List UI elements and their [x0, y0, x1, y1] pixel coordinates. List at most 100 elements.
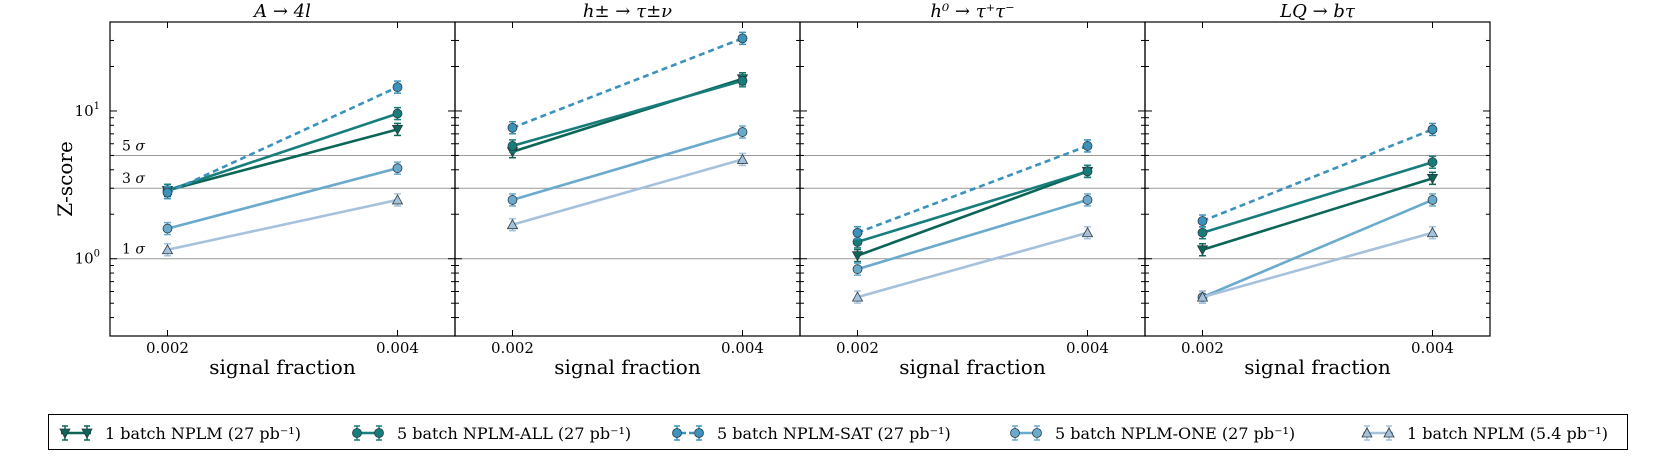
sigma-label-1: 1 σ	[122, 242, 145, 258]
x-tick-label: 0.002	[1181, 339, 1224, 357]
legend-marker-5	[1361, 425, 1395, 441]
legend-label-3: 5 batch NPLM-SAT (27 pb⁻¹)	[717, 423, 951, 443]
series-line	[167, 198, 398, 252]
x-axis-label: signal fraction	[554, 355, 701, 379]
series-4	[1197, 193, 1438, 304]
series-4	[162, 161, 403, 236]
x-tick-label: 0.002	[491, 339, 534, 357]
series-5	[506, 152, 749, 232]
legend-label-2: 5 batch NPLM-ALL (27 pb⁻¹)	[397, 423, 632, 443]
data-point	[851, 291, 864, 302]
legend-marker-2	[352, 425, 384, 441]
series-line	[1202, 231, 1433, 299]
series-line	[167, 166, 398, 230]
panel-1: 0.002 0.004 A → 4l signal fraction	[109, 1, 456, 379]
legend-item-3: 5 batch NPLM-SAT (27 pb⁻¹)	[669, 415, 951, 451]
panel-4: 0.002 0.004 LQ → bτ signal fraction	[1144, 1, 1491, 379]
legend-point	[352, 428, 362, 438]
data-point	[507, 141, 518, 151]
legend-marker-4	[1010, 425, 1042, 441]
series-5	[161, 193, 404, 257]
data-point	[1197, 216, 1208, 226]
legend-point	[1032, 428, 1042, 438]
data-point	[1197, 227, 1208, 238]
data-point	[1427, 157, 1438, 168]
series-line	[167, 128, 398, 192]
panel-frame	[1144, 21, 1491, 337]
data-point	[162, 187, 173, 198]
data-point	[1427, 195, 1438, 205]
data-point	[392, 82, 403, 93]
series-line	[1202, 160, 1433, 234]
legend-item-2: 5 batch NPLM-ALL (27 pb⁻¹)	[349, 415, 631, 451]
series-4	[852, 193, 1093, 276]
data-point	[1081, 226, 1094, 238]
data-point	[506, 218, 519, 230]
legend-point	[694, 428, 704, 438]
data-point	[852, 264, 863, 275]
series-line	[167, 112, 398, 192]
sigma-label-3: 3 σ	[122, 171, 145, 187]
panel-title: h± → τ±ν	[583, 1, 672, 22]
series-line	[1202, 177, 1433, 252]
x-tick-label: 0.004	[1066, 339, 1109, 357]
data-point	[852, 227, 863, 238]
panel-frame	[109, 21, 456, 337]
data-point	[391, 125, 404, 136]
x-tick-label: 0.004	[376, 339, 419, 357]
series-3	[852, 139, 1093, 240]
series-1	[161, 122, 404, 198]
data-point	[1426, 173, 1439, 185]
data-point	[1427, 124, 1438, 135]
series-3	[507, 31, 748, 135]
x-tick-label: 0.004	[721, 339, 764, 357]
legend-item-5: 1 batch NPLM (5.4 pb⁻¹)	[1359, 415, 1608, 451]
series-4	[507, 125, 748, 207]
legend-point	[1383, 427, 1395, 438]
data-point	[1082, 166, 1093, 177]
series-line	[1202, 128, 1433, 223]
data-point	[162, 223, 173, 234]
x-tick-label: 0.002	[146, 339, 189, 357]
legend-item-1: 1 batch NPLM (27 pb⁻¹)	[57, 415, 301, 451]
series-line	[857, 198, 1088, 271]
series-5	[851, 225, 1094, 304]
x-tick-label: 0.004	[1411, 339, 1454, 357]
panel-title: h⁰ → τ⁺τ⁻	[930, 1, 1014, 22]
series-3	[162, 80, 403, 200]
series-line	[1201, 198, 1434, 299]
panel-frame	[799, 21, 1146, 337]
legend-point	[59, 428, 71, 439]
x-tick-label: 0.002	[836, 339, 879, 357]
legend-item-4: 5 batch NPLM-ONE (27 pb⁻¹)	[1007, 415, 1295, 451]
series-2	[507, 74, 748, 153]
series-2	[1197, 155, 1438, 240]
data-point	[737, 75, 748, 86]
legend-label-5: 1 batch NPLM (5.4 pb⁻¹)	[1407, 423, 1609, 443]
data-point	[736, 153, 749, 164]
data-point	[392, 108, 403, 119]
series-5	[1196, 225, 1439, 304]
data-point	[737, 127, 748, 137]
series-line	[857, 170, 1088, 244]
series-line	[512, 79, 743, 148]
data-point	[507, 195, 518, 205]
x-axis-label: signal fraction	[899, 355, 1046, 379]
x-axis-label: signal fraction	[209, 355, 356, 379]
legend-marker-1	[59, 425, 93, 441]
legend-point	[672, 428, 682, 438]
panel-title: A → 4l	[252, 1, 311, 22]
data-point	[1426, 226, 1439, 238]
series-line	[857, 170, 1088, 257]
legend-marker-3	[672, 425, 704, 441]
data-point	[507, 122, 518, 133]
data-point	[1196, 245, 1209, 256]
series-line	[857, 144, 1088, 234]
panel-title: LQ → bτ	[1279, 1, 1356, 22]
data-point	[1082, 195, 1093, 205]
data-point	[1082, 141, 1093, 151]
series-line	[512, 158, 743, 226]
legend-label-4: 5 batch NPLM-ONE (27 pb⁻¹)	[1055, 423, 1296, 443]
panel-2: 0.002 0.004 h± → τ±ν signal fraction	[454, 1, 801, 379]
